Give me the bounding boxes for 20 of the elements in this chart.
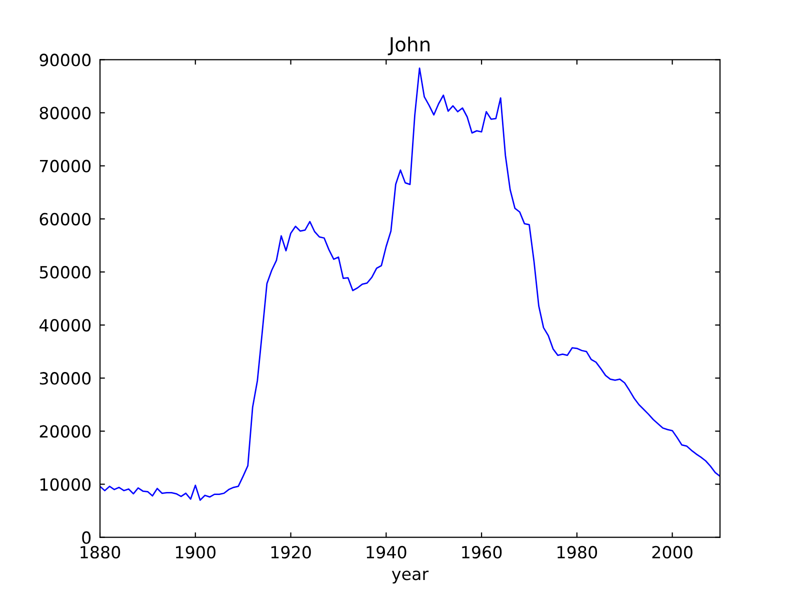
x-tick-label: 1960 [462,546,502,559]
y-tick-label: 30000 [40,372,91,385]
x-tick-label: 1920 [271,546,311,559]
y-tick-label: 70000 [40,160,91,172]
y-tick-label: 90000 [40,54,91,66]
line-series [100,67,720,501]
y-tick-label: 0 [82,531,91,544]
y-tick-label: 50000 [40,266,91,279]
x-tick-label: 2000 [652,546,692,559]
y-tick-label: 10000 [40,478,91,491]
chart-title: John [388,36,430,56]
y-tick-label: 80000 [40,106,91,120]
x-tick-label: 1900 [176,546,216,559]
x-tick-label: 1880 [80,546,120,559]
x-tick-label: 1940 [366,546,406,559]
y-tick-label: 40000 [39,318,91,332]
y-tick-label: 60000 [40,212,91,226]
x-axis-title: year [392,570,429,584]
y-tick-label: 20000 [40,425,91,438]
x-tick-label: 1980 [558,546,598,559]
